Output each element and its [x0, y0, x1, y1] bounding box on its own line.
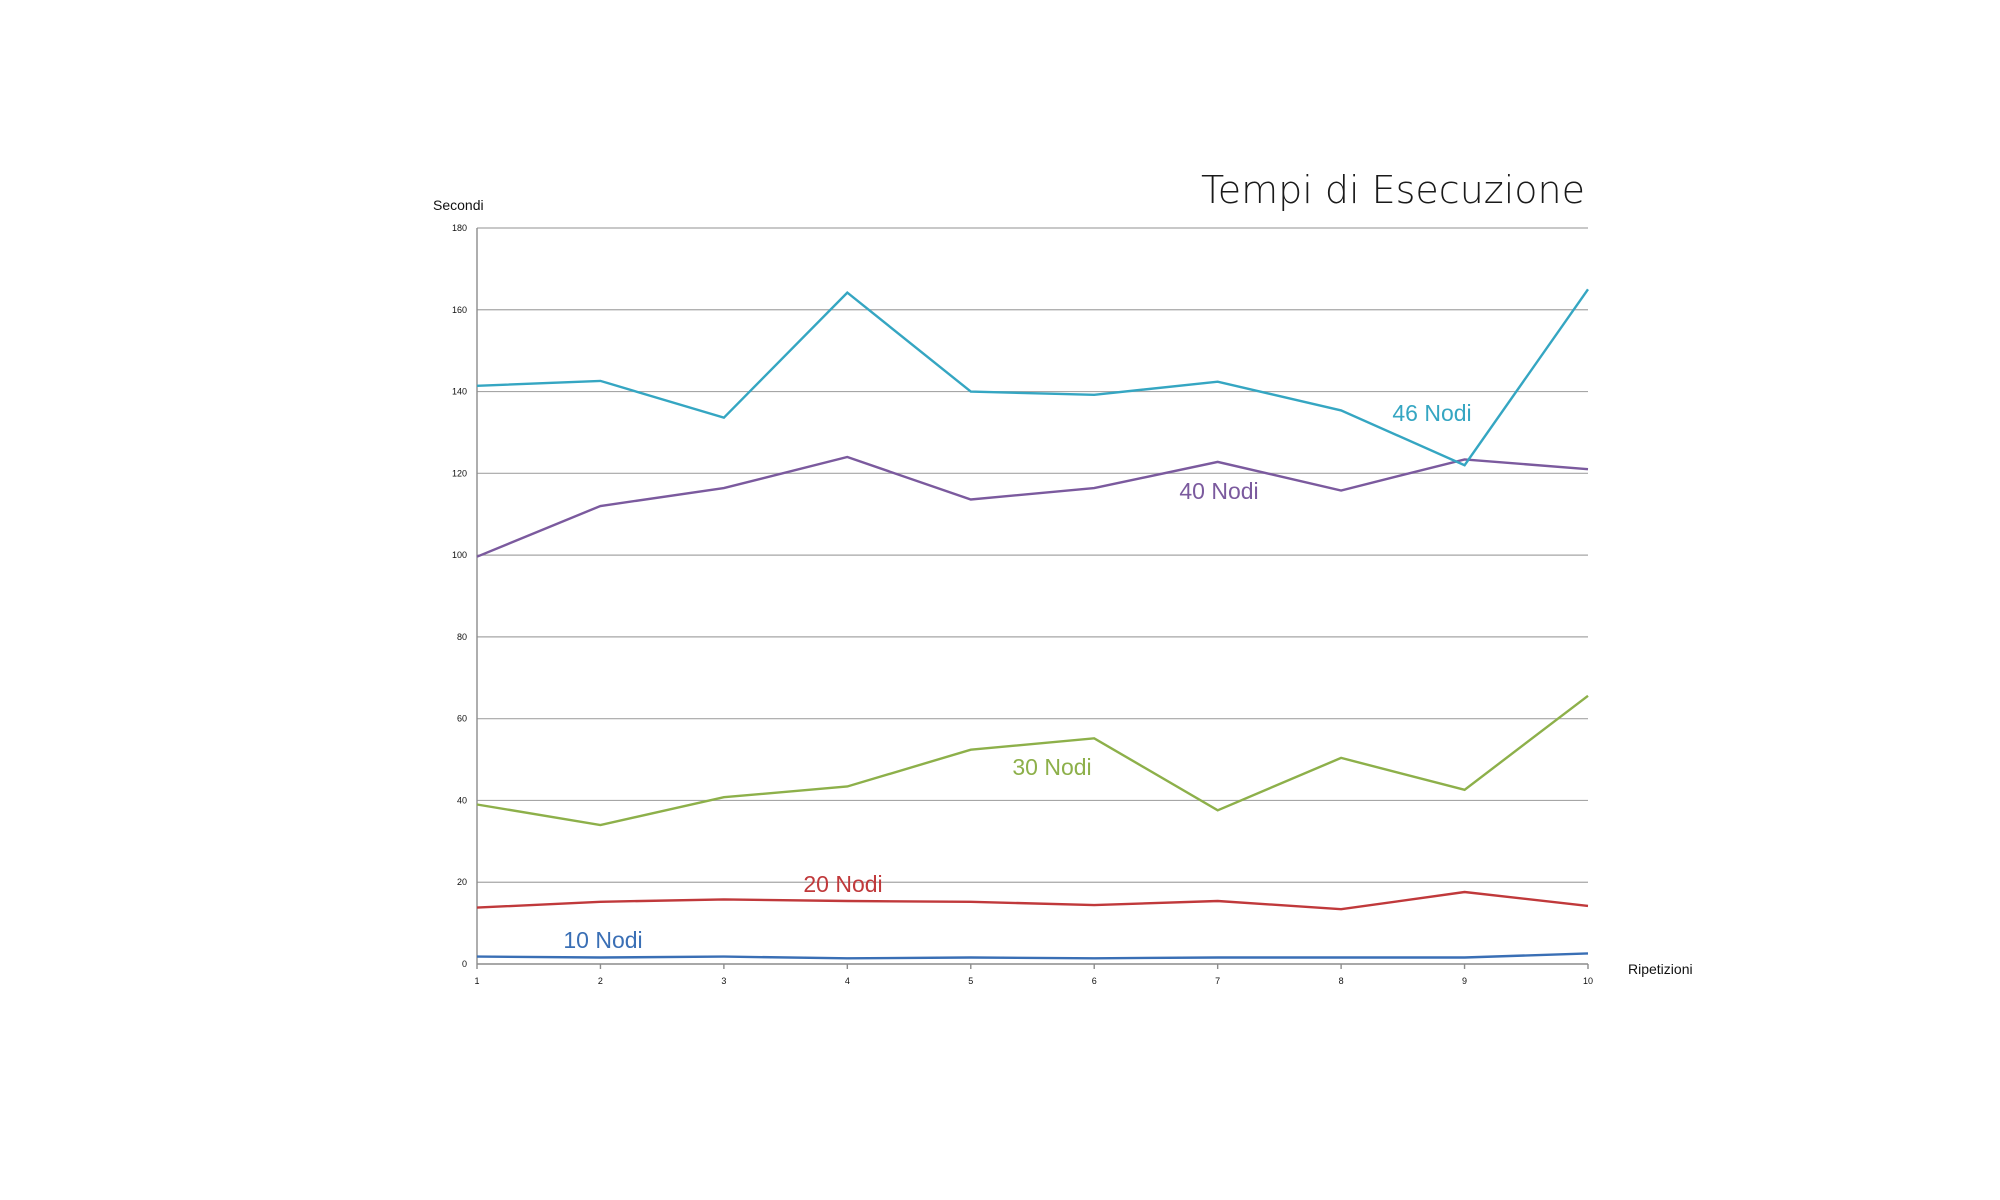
series-line-40-nodi	[476, 455, 1589, 558]
series-label: 10 Nodi	[563, 927, 642, 953]
x-tick-label: 6	[1092, 976, 1097, 986]
series-label: 40 Nodi	[1179, 478, 1258, 504]
y-tick-label: 60	[457, 714, 467, 724]
tick-labels: 0 20 40 60 80 100 120 140 160 180 1 2 3 4 5 6 7 8 9 10	[452, 223, 1593, 986]
y-tick-label: 80	[457, 632, 467, 642]
series-label: 20 Nodi	[803, 871, 882, 897]
x-tick-label: 2	[598, 976, 603, 986]
y-tick-label: 120	[452, 468, 467, 478]
gridlines	[477, 227, 1588, 883]
y-tick-label: 100	[452, 550, 467, 560]
x-tick-label: 5	[968, 976, 973, 986]
series-line-46-nodi	[476, 288, 1589, 467]
x-tick-label: 1	[474, 976, 479, 986]
series-line-10-nodi	[476, 952, 1589, 960]
y-tick-label: 140	[452, 387, 467, 397]
y-tick-label: 0	[462, 959, 467, 969]
x-tick-label: 3	[721, 976, 726, 986]
series-label: 46 Nodi	[1392, 400, 1471, 426]
x-tick-label: 8	[1339, 976, 1344, 986]
x-tick-label: 7	[1215, 976, 1220, 986]
axes	[476, 228, 1589, 969]
x-tick-label: 4	[845, 976, 850, 986]
series-line-30-nodi	[476, 694, 1589, 827]
series-labels: 10 Nodi 20 Nodi 30 Nodi 40 Nodi 46 Nodi	[563, 400, 1471, 953]
series-line-20-nodi	[476, 890, 1589, 911]
y-tick-label: 40	[457, 795, 467, 805]
x-tick-label: 10	[1583, 976, 1593, 986]
x-tick-label: 9	[1462, 976, 1467, 986]
y-tick-label: 20	[457, 877, 467, 887]
y-tick-label: 160	[452, 305, 467, 315]
series-lines	[476, 288, 1589, 960]
x-axis-label: Ripetizioni	[1628, 961, 1693, 977]
y-tick-label: 180	[452, 223, 467, 233]
chart-title: Tempi di Esecuzione	[1201, 168, 1585, 212]
y-axis-label: Secondi	[433, 197, 484, 213]
series-label: 30 Nodi	[1012, 754, 1091, 780]
